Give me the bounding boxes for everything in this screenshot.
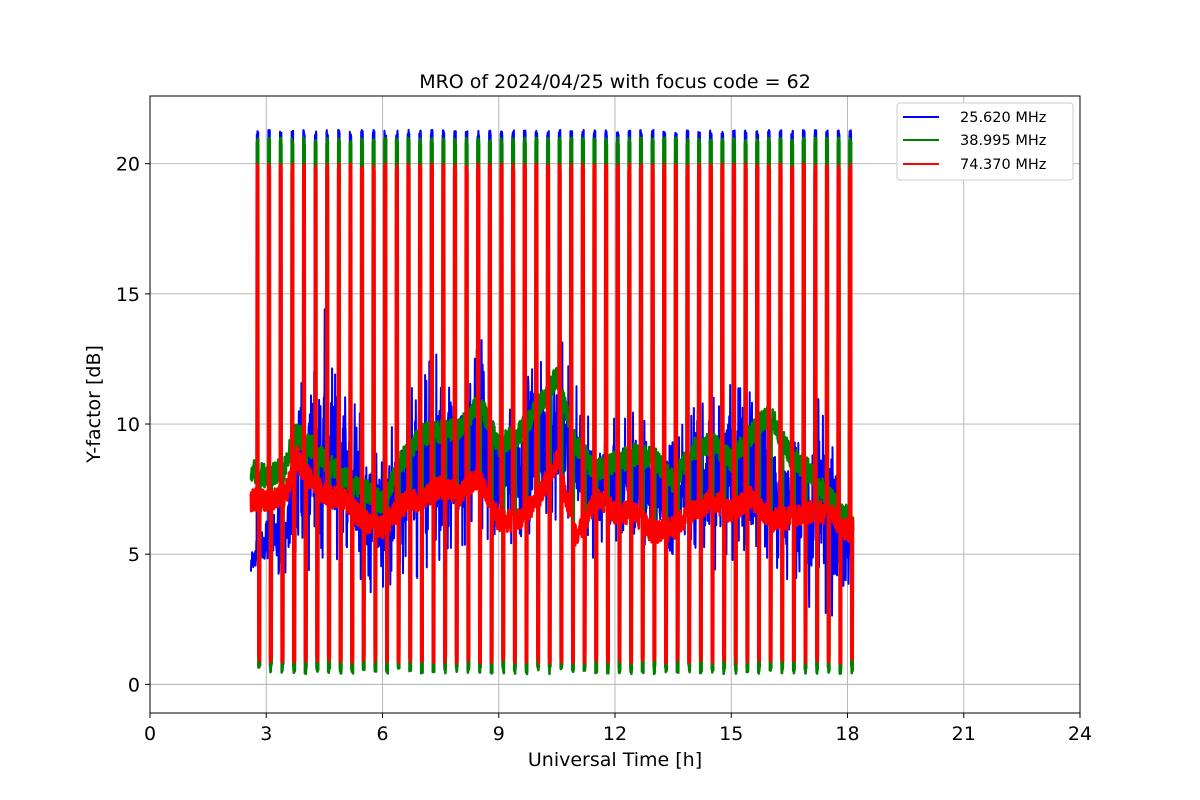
legend-label-74370: 74.370 MHz: [960, 157, 1046, 173]
x-tick-label: 9: [493, 723, 505, 745]
legend-label-38995: 38.995 MHz: [960, 133, 1046, 149]
x-tick-label: 15: [719, 723, 743, 745]
x-tick-label: 21: [952, 723, 976, 745]
x-tick-label: 24: [1068, 723, 1092, 745]
x-tick-label: 6: [376, 723, 388, 745]
x-tick-label: 0: [144, 723, 156, 745]
y-tick-label: 5: [128, 544, 140, 566]
ticks: 0 3 6 9 12 15 18 21 24 0 5 10 15 20: [116, 154, 1092, 745]
y-tick-label: 10: [116, 414, 140, 436]
x-axis-label: Universal Time [h]: [528, 749, 702, 771]
x-tick-label: 18: [835, 723, 859, 745]
x-tick-label: 3: [260, 723, 272, 745]
legend-label-25620: 25.620 MHz: [960, 110, 1046, 126]
series-area: [249, 128, 855, 676]
series-line-74370: [249, 162, 855, 665]
y-tick-label: 20: [116, 154, 140, 176]
chart-title: MRO of 2024/04/25 with focus code = 62: [419, 71, 811, 93]
y-tick-label: 15: [116, 284, 140, 306]
x-tick-label: 12: [603, 723, 627, 745]
y-axis-label: Y-factor [dB]: [83, 345, 105, 464]
legend-box: [896, 102, 1074, 181]
series-line-38995: [249, 136, 855, 676]
y-tick-label: 0: [128, 674, 140, 696]
legend: 25.620 MHz 38.995 MHz 74.370 MHz: [896, 102, 1074, 181]
